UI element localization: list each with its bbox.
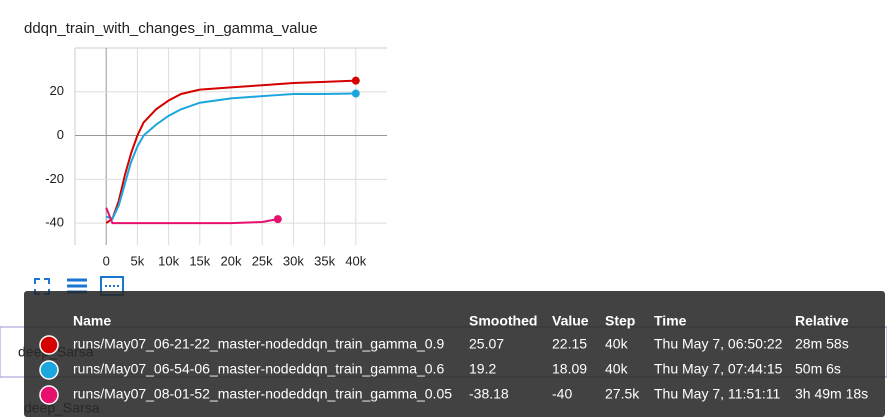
x-tick-label: 10k bbox=[158, 253, 179, 268]
x-tick-label: 25k bbox=[252, 253, 273, 268]
x-tick-label: 15k bbox=[189, 253, 210, 268]
x-tick-label: 35k bbox=[314, 253, 335, 268]
legend-name: runs/May07_06-21-22_master-nodeddqn_trai… bbox=[73, 336, 444, 352]
legend-dot bbox=[39, 335, 59, 355]
column-header: Value bbox=[552, 313, 589, 329]
y-tick-label: -20 bbox=[45, 171, 64, 186]
column-header: Step bbox=[605, 313, 635, 329]
cell: 40k bbox=[605, 336, 629, 352]
lines-icon[interactable] bbox=[67, 278, 87, 294]
x-tick-label: 40k bbox=[345, 253, 366, 268]
legend-dot bbox=[39, 360, 59, 380]
tooltip: Name Smoothed Value Step Time Relative runs/Ma… bbox=[24, 291, 885, 417]
cell: 19.2 bbox=[469, 361, 496, 377]
column-header: Name bbox=[73, 313, 111, 329]
cell: 50m 6s bbox=[795, 361, 841, 377]
cell: -38.18 bbox=[469, 386, 509, 402]
cell: Thu May 7, 06:50:22 bbox=[654, 336, 783, 352]
x-tick-label: 0 bbox=[103, 253, 110, 268]
end-point bbox=[351, 76, 360, 85]
cell: Thu May 7, 07:44:15 bbox=[654, 361, 783, 377]
x-tick-label: 30k bbox=[283, 253, 304, 268]
series-line bbox=[105, 92, 356, 220]
x-tick-label: 20k bbox=[221, 253, 242, 268]
column-header: Time bbox=[654, 313, 687, 329]
cell: 3h 49m 18s bbox=[795, 386, 868, 402]
expand-icon[interactable] bbox=[34, 278, 50, 295]
tooltip-bg bbox=[24, 291, 885, 417]
y-tick-label: 20 bbox=[50, 83, 64, 98]
legend-dot bbox=[39, 385, 59, 405]
series-line bbox=[105, 79, 356, 224]
cell: 28m 58s bbox=[795, 336, 849, 352]
cell: Thu May 7, 11:51:11 bbox=[654, 386, 781, 402]
y-tick-label: -40 bbox=[45, 215, 64, 230]
column-header: Smoothed bbox=[469, 313, 537, 329]
series-line bbox=[105, 207, 278, 225]
x-tick-label: 5k bbox=[131, 253, 145, 268]
y-tick-label: 0 bbox=[57, 127, 64, 142]
end-point bbox=[351, 89, 360, 98]
legend-name: runs/May07_06-54-06_master-nodeddqn_trai… bbox=[73, 361, 444, 377]
plot: 0 5k 10k 15k 20k 25k 30k 35k 40k -40 -20 0 20 bbox=[45, 47, 387, 268]
cell: 22.15 bbox=[552, 336, 587, 352]
cell: 40k bbox=[605, 361, 629, 377]
cell: 27.5k bbox=[605, 386, 640, 402]
cell: -40 bbox=[552, 386, 572, 402]
column-header: Relative bbox=[795, 313, 849, 329]
cell: 25.07 bbox=[469, 336, 504, 352]
chart-title: ddqn_train_with_changes_in_gamma_value bbox=[24, 20, 318, 37]
end-point bbox=[273, 215, 282, 224]
cell: 18.09 bbox=[552, 361, 587, 377]
legend-name: runs/May07_08-01-52_master-nodeddqn_trai… bbox=[73, 386, 452, 402]
